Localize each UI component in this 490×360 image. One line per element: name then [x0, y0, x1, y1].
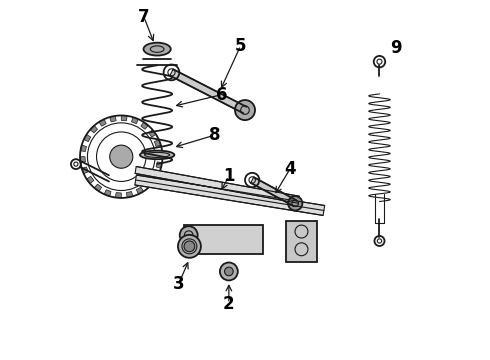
Polygon shape [94, 184, 101, 192]
Polygon shape [152, 172, 159, 179]
Text: 5: 5 [235, 36, 246, 54]
Polygon shape [131, 117, 138, 124]
Polygon shape [84, 134, 91, 141]
Polygon shape [122, 116, 127, 121]
Polygon shape [80, 157, 85, 163]
Text: 7: 7 [138, 8, 149, 26]
Ellipse shape [144, 42, 171, 55]
Polygon shape [82, 167, 88, 174]
Polygon shape [126, 192, 133, 198]
Polygon shape [80, 145, 86, 152]
Polygon shape [104, 190, 111, 196]
Text: 2: 2 [223, 295, 235, 313]
Text: 3: 3 [173, 275, 184, 293]
Polygon shape [154, 140, 161, 147]
Polygon shape [110, 116, 116, 122]
Text: 6: 6 [216, 86, 227, 104]
Circle shape [180, 226, 197, 244]
Text: 9: 9 [390, 39, 401, 57]
Text: 8: 8 [209, 126, 221, 144]
Circle shape [180, 237, 197, 255]
Polygon shape [135, 166, 299, 203]
Polygon shape [136, 187, 144, 194]
Polygon shape [135, 175, 325, 215]
Polygon shape [141, 122, 148, 129]
Circle shape [110, 145, 133, 168]
Polygon shape [251, 177, 297, 206]
Polygon shape [184, 225, 263, 254]
Polygon shape [90, 126, 98, 133]
Circle shape [184, 241, 195, 252]
Polygon shape [170, 69, 246, 113]
Circle shape [288, 196, 302, 211]
Polygon shape [148, 130, 156, 137]
Circle shape [178, 235, 201, 258]
Text: 1: 1 [223, 167, 235, 185]
Text: 4: 4 [284, 160, 295, 178]
Polygon shape [156, 162, 162, 168]
Polygon shape [99, 119, 106, 126]
Polygon shape [145, 180, 152, 188]
Circle shape [220, 262, 238, 280]
Polygon shape [87, 176, 94, 184]
Polygon shape [157, 151, 163, 157]
Circle shape [224, 267, 233, 276]
Circle shape [235, 100, 255, 120]
Polygon shape [286, 221, 317, 262]
Ellipse shape [140, 150, 174, 159]
Polygon shape [116, 193, 122, 198]
